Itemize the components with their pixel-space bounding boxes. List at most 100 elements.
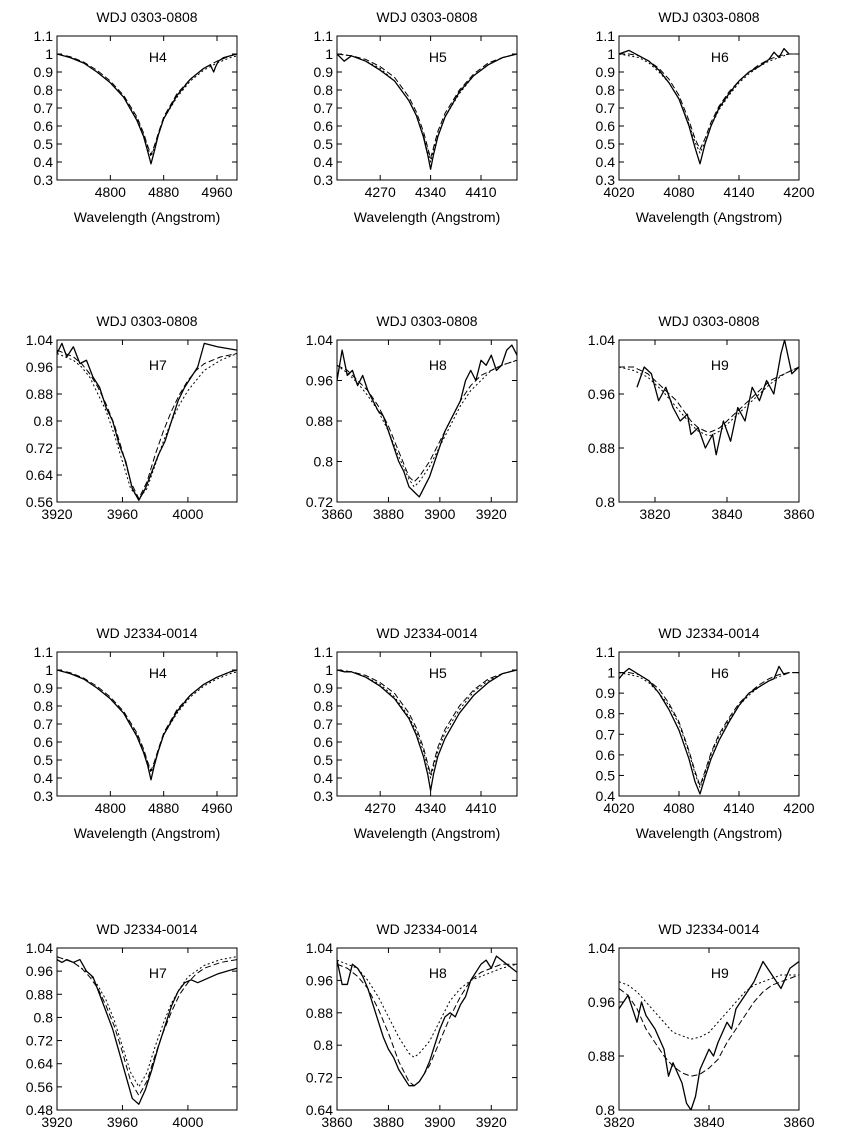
line-label: H8 [429,965,447,981]
x-tick-label: 3920 [476,1114,507,1130]
line-label: H4 [149,49,167,65]
x-tick-label: 4080 [663,800,694,816]
series-line-solid [619,47,790,165]
series-line-dotted [337,959,517,1058]
y-tick-label: 0.7 [596,726,616,742]
series-line-dashed [337,359,517,483]
x-tick-label: 4800 [95,800,126,816]
chart-title: WD J2334-0014 [658,921,759,937]
y-tick-label: 0.3 [314,172,334,188]
series-line-dashed [57,349,237,500]
x-tick-label: 4140 [723,800,754,816]
chart-title: WDJ 0303-0808 [376,313,477,329]
x-tick-label: 3960 [107,506,138,522]
x-axis-label: Wavelength (Angstrom) [354,825,501,841]
x-axis-label: Wavelength (Angstrom) [74,209,221,225]
y-tick-label: 0.56 [26,494,53,510]
y-tick-label: 1.04 [588,332,615,348]
y-tick-label: 0.8 [596,82,616,98]
y-tick-label: 0.6 [34,118,54,134]
x-tick-label: 3840 [693,1114,724,1130]
y-tick-label: 0.5 [314,136,334,152]
line-label: H5 [429,49,447,65]
y-tick-label: 0.88 [306,1005,333,1021]
x-tick-label: 4000 [172,506,203,522]
chart-panel: WDJ 0303-0808 0.8 0.88 0.96 1.04 3820 3840 3860… [588,313,815,522]
chart-title: WDJ 0303-0808 [96,313,197,329]
x-tick-label: 3880 [373,506,404,522]
chart-title: WD J2334-0014 [96,625,197,641]
y-tick-label: 1 [607,665,615,681]
y-tick-label: 0.8 [314,82,334,98]
y-tick-label: 0.64 [26,1056,53,1072]
y-tick-label: 0.3 [596,172,616,188]
y-tick-label: 0.6 [596,747,616,763]
y-tick-label: 0.9 [314,680,334,696]
y-tick-label: 1.1 [314,28,334,44]
series-line-dotted [619,53,799,154]
x-tick-label: 4270 [365,184,396,200]
y-tick-label: 0.8 [314,698,334,714]
line-label: H4 [149,665,167,681]
x-tick-label: 4410 [465,800,496,816]
chart-title: WDJ 0303-0808 [96,9,197,25]
y-tick-label: 0.5 [314,752,334,768]
plot-frame [56,339,238,503]
chart-panel: WDJ 0303-0808 0.3 0.4 0.5 0.6 0.7 0.8 0.9 1 1.1 42… [314,9,518,225]
y-tick-label: 0.96 [306,972,333,988]
line-label: H9 [711,357,729,373]
x-tick-label: 3880 [373,1114,404,1130]
y-tick-label: 0.96 [26,963,53,979]
y-tick-label: 1.04 [588,940,615,956]
series-line-dashed [57,956,237,1097]
y-tick-label: 0.72 [306,494,333,510]
chart-panel: WD J2334-0014 0.8 0.88 0.96 1.04 3820 3840 3860… [588,921,815,1130]
chart-panel: WD J2334-0014 0.4 0.5 0.6 0.7 0.8 0.9 1 1.1 4020 4… [596,625,815,841]
series-line-solid [337,344,517,498]
y-tick-label: 0.8 [596,1102,616,1118]
y-tick-label: 0.9 [34,680,54,696]
y-tick-label: 0.8 [34,413,54,429]
x-tick-label: 3900 [424,506,455,522]
x-tick-label: 4200 [783,184,814,200]
x-tick-label: 4410 [465,184,496,200]
y-tick-label: 0.9 [596,685,616,701]
chart-panel: WDJ 0303-0808 0.72 0.8 0.88 0.96 1.04 3860 3880… [306,313,518,522]
y-tick-label: 1.04 [26,332,53,348]
y-tick-label: 0.88 [26,386,53,402]
y-tick-label: 1 [325,46,333,62]
x-tick-label: 3920 [41,1114,72,1130]
chart-title: WDJ 0303-0808 [376,9,477,25]
y-tick-label: 0.4 [314,770,334,786]
line-label: H6 [711,49,729,65]
y-tick-label: 0.72 [26,1033,53,1049]
y-tick-label: 0.88 [306,413,333,429]
x-axis-label: Wavelength (Angstrom) [636,825,783,841]
y-tick-label: 1.1 [314,644,334,660]
y-tick-label: 0.88 [588,440,615,456]
y-tick-label: 0.7 [34,100,54,116]
plot-frame [336,35,518,181]
x-tick-label: 4960 [201,184,232,200]
y-tick-label: 0.48 [26,1102,53,1118]
y-tick-label: 1 [45,46,53,62]
chart-title: WD J2334-0014 [658,625,759,641]
y-tick-label: 0.72 [26,440,53,456]
series-line-solid [337,669,517,792]
y-tick-label: 0.64 [26,467,53,483]
y-tick-label: 1.1 [596,644,616,660]
x-tick-label: 4800 [95,184,126,200]
y-tick-label: 0.8 [314,1037,334,1053]
x-tick-label: 4080 [663,184,694,200]
chart-panel: WD J2334-0014 0.3 0.4 0.5 0.6 0.7 0.8 0.9 1 1.1 48… [34,625,238,841]
x-axis-label: Wavelength (Angstrom) [636,209,783,225]
series-line-solid [57,53,237,165]
x-tick-label: 4340 [415,184,446,200]
y-tick-label: 0.88 [26,986,53,1002]
chart-panel: WDJ 0303-0808 0.56 0.64 0.72 0.8 0.88 0.96 1.04… [26,313,238,522]
x-tick-label: 3920 [476,506,507,522]
y-tick-label: 0.7 [34,716,54,732]
series-line-dotted [619,672,799,789]
series-line-dotted [57,53,237,158]
